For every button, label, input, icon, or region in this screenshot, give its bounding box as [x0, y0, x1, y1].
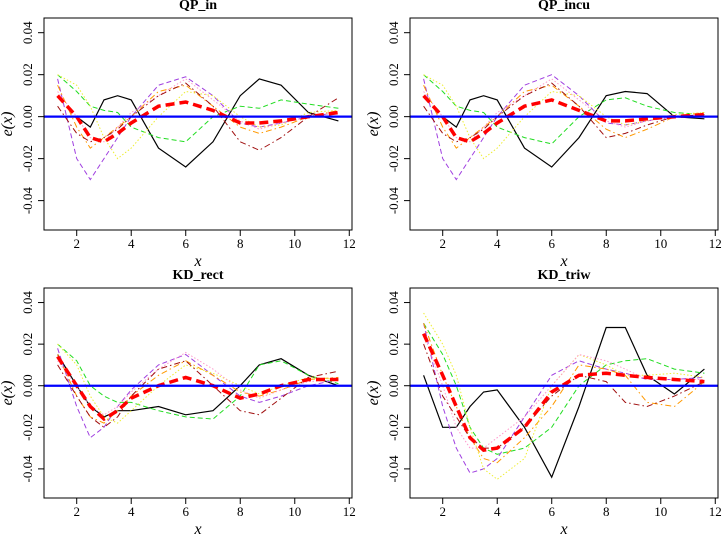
y-tick-label: 0.04	[386, 291, 401, 314]
series-line	[423, 312, 705, 480]
x-axis-label: x	[559, 253, 567, 270]
y-axis-label: e(x)	[0, 112, 16, 137]
y-tick-label: 0.02	[386, 333, 401, 356]
x-tick-label: 12	[343, 504, 356, 519]
series-line	[57, 354, 339, 424]
x-tick-label: 10	[288, 236, 301, 251]
x-tick-label: 10	[654, 236, 667, 251]
y-tick-label: 0.00	[386, 105, 401, 128]
series-line	[423, 78, 705, 143]
y-tick-label: -0.04	[20, 455, 35, 483]
x-tick-label: 12	[709, 504, 722, 519]
series-line	[423, 74, 705, 145]
y-axis-label: e(x)	[365, 112, 382, 137]
series-line	[57, 78, 339, 168]
y-tick-label: 0.00	[20, 105, 35, 128]
series-line	[57, 74, 339, 143]
y-tick-label: 0.00	[386, 374, 401, 397]
series-line	[423, 90, 705, 168]
series-line	[422, 94, 705, 144]
x-tick-label: 6	[182, 504, 189, 519]
series-line	[423, 333, 705, 449]
panel-title: KD_rect	[172, 268, 223, 283]
series-line	[56, 355, 339, 422]
y-axis-label: e(x)	[365, 381, 382, 406]
series-line	[423, 84, 705, 149]
series-line	[56, 94, 339, 144]
series-line	[423, 323, 705, 455]
y-tick-label: 0.02	[386, 63, 401, 86]
panel-title: KD_triw	[538, 268, 592, 283]
y-tick-label: 0.04	[20, 291, 35, 314]
x-tick-label: 8	[237, 504, 244, 519]
x-tick-label: 2	[73, 236, 80, 251]
y-tick-label: -0.02	[386, 414, 401, 441]
series-line	[423, 326, 705, 479]
y-tick-label: 0.02	[20, 333, 35, 356]
x-tick-label: 10	[288, 504, 301, 519]
series-line	[423, 74, 705, 181]
y-tick-label: -0.04	[386, 187, 401, 215]
y-tick-label: -0.02	[386, 145, 401, 172]
x-tick-label: 8	[237, 236, 244, 251]
x-tick-label: 4	[494, 504, 501, 519]
series-line	[423, 343, 705, 449]
x-tick-label: 12	[709, 236, 722, 251]
series-line	[57, 78, 339, 143]
series-line	[57, 343, 339, 420]
plot-frame	[409, 287, 719, 499]
y-tick-label: 0.04	[20, 21, 35, 44]
plot-frame	[43, 287, 353, 499]
x-tick-label: 4	[128, 236, 135, 251]
series-line	[57, 82, 339, 151]
x-tick-label: 4	[494, 236, 501, 251]
series-line	[57, 348, 339, 439]
x-axis-label: x	[193, 253, 201, 270]
x-tick-label: 6	[548, 236, 555, 251]
x-axis-label: x	[559, 521, 567, 538]
series-line	[423, 323, 705, 474]
x-tick-label: 6	[182, 236, 189, 251]
x-tick-label: 2	[73, 504, 80, 519]
y-tick-label: -0.04	[386, 455, 401, 483]
series-line	[422, 332, 705, 453]
x-tick-label: 2	[439, 504, 446, 519]
panel-title: QP_in	[179, 0, 217, 13]
series-line	[423, 82, 705, 143]
x-tick-label: 10	[654, 504, 667, 519]
plot-frame	[43, 17, 353, 231]
y-tick-label: 0.02	[20, 63, 35, 86]
y-tick-label: -0.02	[20, 145, 35, 172]
x-tick-label: 12	[343, 236, 356, 251]
plot-frame	[409, 17, 719, 231]
y-axis-label: e(x)	[0, 381, 16, 406]
x-tick-label: 2	[439, 236, 446, 251]
y-tick-label: -0.04	[20, 187, 35, 215]
x-tick-label: 4	[128, 504, 135, 519]
y-tick-label: -0.02	[20, 414, 35, 441]
y-tick-label: 0.00	[20, 374, 35, 397]
series-line	[57, 360, 339, 428]
y-tick-label: 0.04	[386, 21, 401, 44]
x-tick-label: 8	[603, 504, 610, 519]
x-tick-label: 8	[603, 236, 610, 251]
x-tick-label: 6	[548, 504, 555, 519]
x-axis-label: x	[193, 521, 201, 538]
panel-title: QP_incu	[538, 0, 590, 13]
